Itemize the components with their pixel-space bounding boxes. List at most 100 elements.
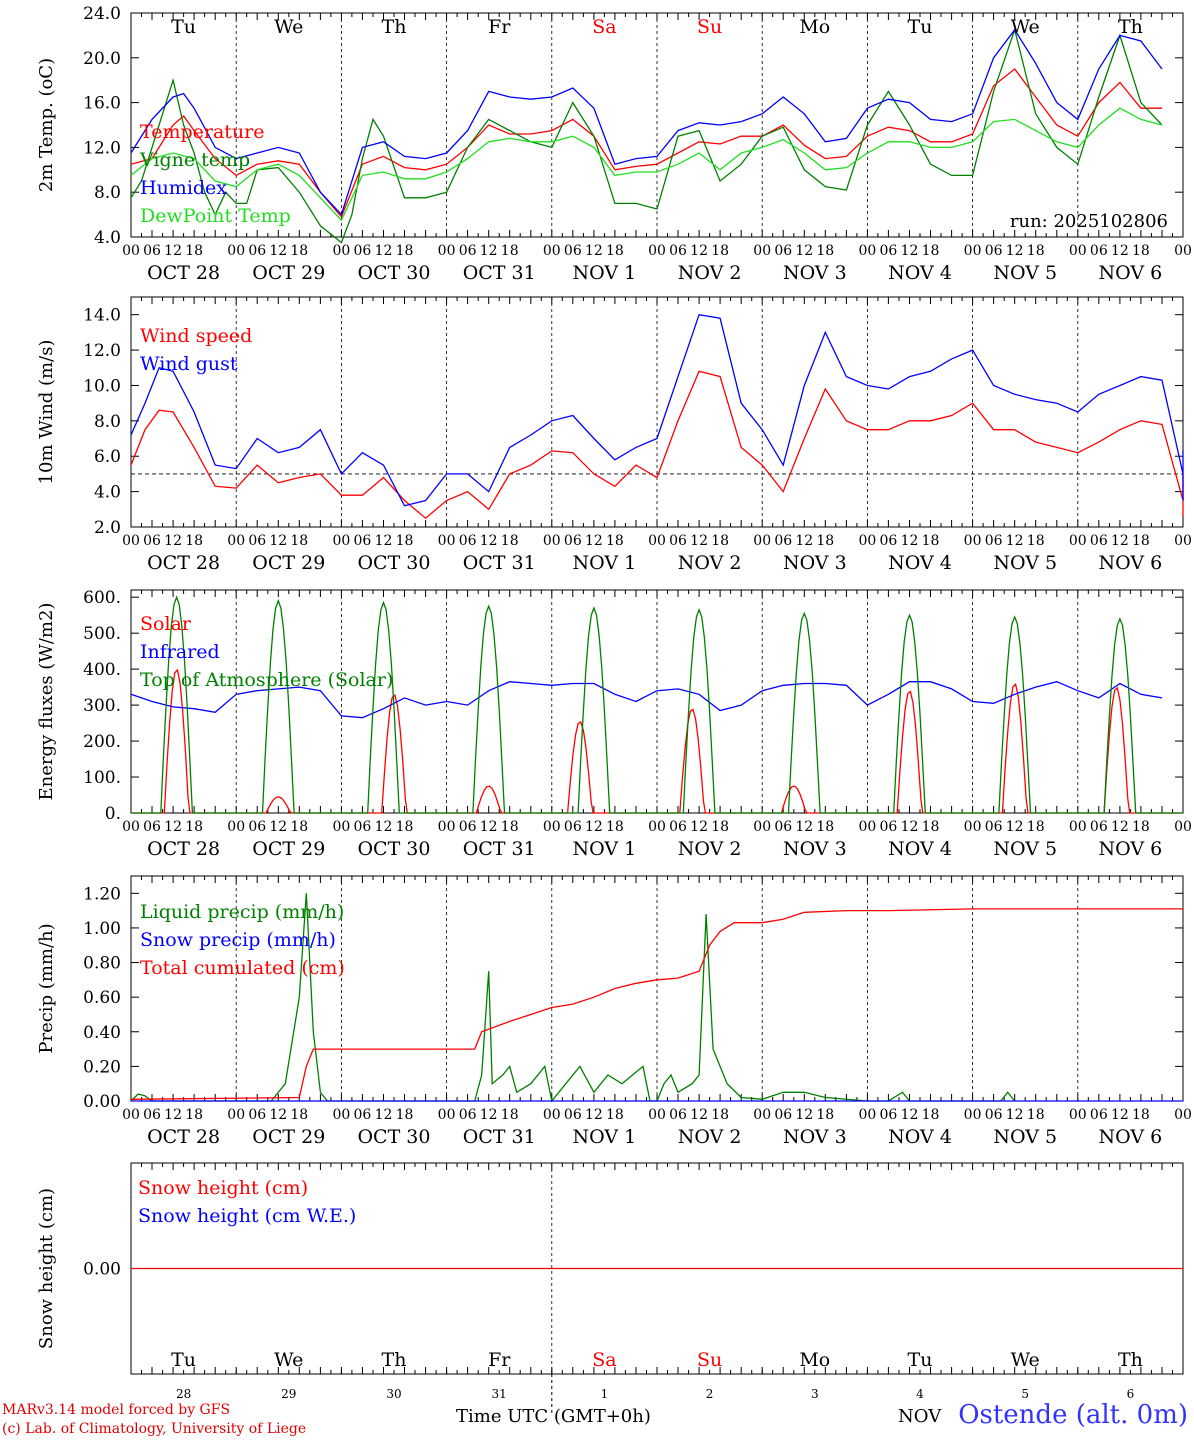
wind-y-tick-label: 4.0: [94, 483, 121, 503]
energy-hour-label: 12: [585, 819, 603, 835]
energy-hour-label: 00: [648, 819, 666, 835]
wind-hour-label: 18: [1027, 533, 1045, 549]
energy-hour-label: 18: [922, 819, 940, 835]
energy-legend-entry: Solar: [140, 613, 192, 635]
snow-day-name: We: [274, 1349, 303, 1371]
precip-hour-label: 06: [459, 1107, 477, 1123]
snow-day-number: 3: [811, 1387, 819, 1401]
day-name: Tu: [908, 16, 933, 38]
temperature-series-line: [130, 107, 1163, 222]
energy-hour-label: 00: [332, 819, 350, 835]
energy-hour-label: 00: [227, 819, 245, 835]
temperature-hour-label: 00: [858, 243, 876, 259]
wind-hour-label: 06: [880, 533, 898, 549]
day-name: Fr: [488, 16, 511, 38]
energy-x-ticks: [130, 590, 1184, 813]
temperature-date-label: OCT 28: [147, 262, 220, 284]
temperature-hour-label: 00: [122, 243, 140, 259]
precip-hour-label: 12: [901, 1107, 919, 1123]
temperature-hour-label: 18: [501, 243, 519, 259]
wind-hour-label: 06: [774, 533, 792, 549]
wind-hour-label: 00: [438, 533, 456, 549]
energy-hour-label: 12: [690, 819, 708, 835]
energy-y-tick-label: 500.: [83, 624, 121, 644]
precip-hour-label: 00: [1174, 1107, 1192, 1123]
temperature-hour-label: 12: [375, 243, 393, 259]
precip-date-label: NOV 4: [888, 1126, 952, 1148]
temperature-y-tick-label: 8.0: [94, 183, 121, 203]
temperature-hour-label: 06: [880, 243, 898, 259]
precip-hour-label: 12: [795, 1107, 813, 1123]
temperature-hour-label: 06: [459, 243, 477, 259]
precip-x-ticks: [130, 876, 1184, 1101]
precip-hour-label: 06: [354, 1107, 372, 1123]
temperature-legend-entry: Temperature: [140, 121, 264, 143]
energy-hour-label: 18: [606, 819, 624, 835]
wind-hour-label: 00: [1174, 533, 1192, 549]
energy-date-label: NOV 5: [993, 838, 1057, 860]
temperature-hour-label: 12: [1006, 243, 1024, 259]
energy-hour-label: 12: [164, 819, 182, 835]
snow-day-number: 31: [492, 1387, 507, 1401]
precip-series-line: [130, 893, 1016, 1103]
temperature-hour-label: 00: [332, 243, 350, 259]
precip-hour-label: 06: [774, 1107, 792, 1123]
month-label: NOV: [898, 1406, 942, 1427]
energy-y-tick-label: 300.: [83, 696, 121, 716]
wind-y-tick-label: 12.0: [83, 341, 121, 361]
precip-y-tick-label: 0.00: [83, 1092, 121, 1112]
wind-hour-label: 18: [396, 533, 414, 549]
energy-legend-entry: Infrared: [140, 641, 220, 663]
wind-date-label: OCT 31: [463, 552, 536, 574]
wind-hour-label: 00: [648, 533, 666, 549]
energy-hour-label: 12: [1111, 819, 1129, 835]
wind-hour-label: 18: [185, 533, 203, 549]
temperature-hour-label: 12: [164, 243, 182, 259]
temperature-hour-label: 12: [901, 243, 919, 259]
temperature-date-label: NOV 2: [678, 262, 742, 284]
wind-hour-label: 12: [585, 533, 603, 549]
wind-hour-label: 06: [564, 533, 582, 549]
precip-hour-label: 18: [1132, 1107, 1150, 1123]
energy-hour-label: 18: [816, 819, 834, 835]
precip-hour-label: 18: [606, 1107, 624, 1123]
wind-y-tick-label: 14.0: [83, 306, 121, 326]
temperature-hour-label: 06: [669, 243, 687, 259]
wind-hour-label: 12: [901, 533, 919, 549]
temperature-hour-label: 18: [290, 243, 308, 259]
energy-y-tick-label: 600.: [83, 588, 121, 608]
energy-hour-label: 18: [185, 819, 203, 835]
temperature-date-label: NOV 4: [888, 262, 952, 284]
temperature-legend-entry: Vigne temp: [139, 149, 250, 171]
energy-date-label: OCT 31: [463, 838, 536, 860]
snow-day-name: Su: [697, 1349, 722, 1371]
wind-y-tick-label: 8.0: [94, 412, 121, 432]
temperature-hour-label: 18: [1132, 243, 1150, 259]
temperature-hour-label: 00: [753, 243, 771, 259]
precip-date-label: OCT 29: [252, 1126, 325, 1148]
precip-date-label: NOV 1: [573, 1126, 637, 1148]
temperature-series-line: [130, 27, 1163, 244]
temperature-legend-entry: Humidex: [140, 177, 227, 199]
precip-hour-label: 12: [164, 1107, 182, 1123]
temperature-date-label: OCT 29: [252, 262, 325, 284]
wind-hour-label: 12: [480, 533, 498, 549]
energy-hour-label: 18: [711, 819, 729, 835]
temperature-hour-label: 18: [711, 243, 729, 259]
wind-date-label: NOV 1: [573, 552, 637, 574]
energy-hour-label: 12: [795, 819, 813, 835]
energy-hour-label: 06: [248, 819, 266, 835]
precip-hour-label: 12: [1111, 1107, 1129, 1123]
energy-hour-label: 06: [564, 819, 582, 835]
snow-legend-entry: Snow height (cm W.E.): [138, 1205, 356, 1227]
temperature-hour-label: 12: [480, 243, 498, 259]
day-name: Su: [697, 16, 722, 38]
precip-hour-label: 00: [543, 1107, 561, 1123]
wind-hour-label: 12: [690, 533, 708, 549]
energy-date-label: NOV 2: [678, 838, 742, 860]
temperature-x-ticks: [130, 13, 1184, 237]
energy-y-tick-label: 100.: [83, 768, 121, 788]
wind-legend-entry: Wind gust: [140, 353, 238, 375]
precip-hour-label: 18: [1027, 1107, 1045, 1123]
temperature-hour-label: 18: [816, 243, 834, 259]
